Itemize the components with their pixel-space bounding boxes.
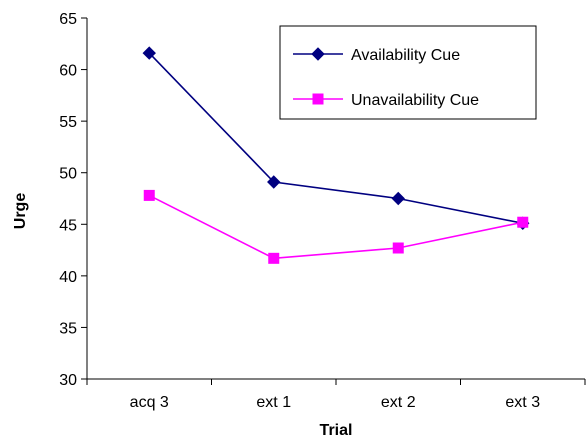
legend-items: Availability Cue Unavailability Cue [293,47,479,109]
x-tick-label: ext 1 [256,394,291,411]
legend-marker [312,93,324,105]
series-line [148,194,523,260]
data-point [143,189,155,201]
data-point [392,242,404,254]
data-point [268,252,280,264]
series-2 [143,189,529,264]
y-tick-label: 30 [59,372,77,389]
data-point [267,175,281,189]
axes [81,17,586,385]
y-tick-label: 60 [59,63,77,80]
y-tick-label: 40 [59,269,77,286]
y-tick-label: 65 [59,11,77,28]
legend-label: Availability Cue [351,47,460,64]
series-lines [142,46,530,264]
tick-labels: 30 35 40 45 50 55 60 65 acq 3 ext 1 ext 2 ext 3 [59,11,540,411]
x-tick-label: ext 3 [505,394,540,411]
legend-item: Availability Cue [293,47,460,64]
series-line [148,52,523,225]
y-axis-title: Urge [12,193,29,230]
legend-label: Unavailability Cue [351,92,479,109]
legend: Availability Cue Unavailability Cue [279,25,537,120]
x-tick-label: ext 2 [381,394,416,411]
y-tick-label: 50 [59,166,77,183]
y-tick-label: 55 [59,114,77,131]
y-tick-label: 45 [59,217,77,234]
data-point [517,216,529,228]
legend-marker [311,47,325,61]
y-tick-label: 35 [59,320,77,337]
data-point [391,191,405,206]
legend-item: Unavailability Cue [293,92,479,109]
x-axis-title: Trial [320,422,353,439]
x-tick-label: acq 3 [130,394,169,411]
data-point [142,46,156,60]
